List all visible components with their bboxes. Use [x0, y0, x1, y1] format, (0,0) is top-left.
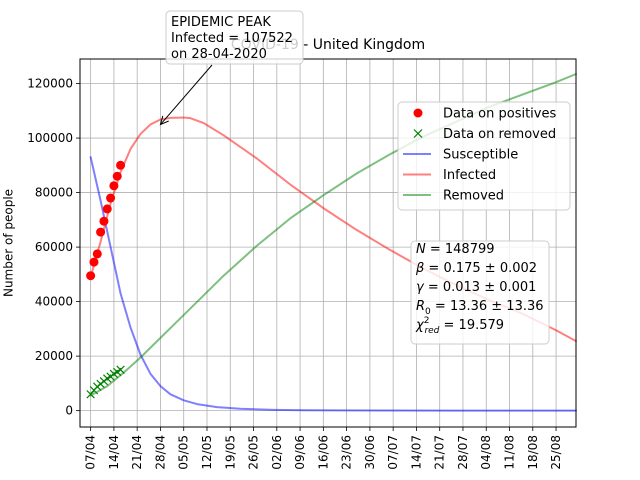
x-tick-label: 30/06	[363, 435, 377, 470]
point-data-on-positives	[86, 271, 96, 281]
x-tick-label: 23/06	[340, 435, 354, 470]
legend-swatch-data-on-positives	[413, 108, 423, 118]
annotation-line: Infected = 107522	[171, 31, 293, 46]
legend-label-data-on-positives: Data on positives	[443, 107, 556, 122]
y-tick-label: 60000	[35, 240, 73, 254]
legend-x-stroke	[413, 129, 423, 138]
y-axis-title: Number of people	[2, 189, 16, 297]
x-tick-label: 09/06	[293, 435, 307, 470]
point-data-on-positives	[96, 227, 106, 237]
parameter-line: β = 0.175 ± 0.002	[415, 261, 537, 276]
x-tick-label: 12/05	[200, 435, 214, 470]
x-tick-label: 02/06	[270, 435, 284, 470]
legend-label-data-on-removed: Data on removed	[443, 127, 556, 142]
x-tick-label: 28/07	[456, 435, 470, 470]
axes-frame	[79, 58, 577, 428]
annotation-line: EPIDEMIC PEAK	[171, 15, 271, 30]
parameter-line: R0 = 13.36 ± 13.36	[416, 299, 544, 317]
y-tick-label: 20000	[35, 349, 73, 363]
x-tick-label: 14/07	[409, 435, 423, 470]
point-data-on-positives	[112, 171, 122, 181]
point-data-on-positives	[109, 181, 119, 191]
x-tick-label: 07/07	[386, 435, 400, 470]
point-data-on-positives	[102, 204, 112, 214]
x-tick-label: 28/04	[153, 435, 167, 470]
x-tick-label: 04/08	[479, 435, 493, 470]
legend-frame	[397, 101, 571, 211]
point-data-on-positives	[89, 257, 99, 267]
x-tick-label: 05/05	[177, 435, 191, 470]
parameter-line: χ2 red = 19.579	[415, 316, 504, 336]
y-tick-label: 120000	[27, 77, 73, 91]
parameters-box: N = 148799 β = 0.175 ± 0.002 γ = 0.013 ± 0…	[410, 240, 550, 345]
x-tick-label: 14/04	[107, 435, 121, 470]
point-data-on-positives	[116, 160, 126, 170]
point-stroke	[116, 365, 125, 374]
x-tick-label: 19/05	[223, 435, 237, 470]
legend: Data on positives Data on removed Suscepti…	[397, 101, 571, 211]
legend-label-removed: Removed	[443, 189, 504, 204]
y-tick-label: 0	[65, 404, 73, 418]
x-tick-label: 26/05	[247, 435, 261, 470]
legend-label-susceptible: Susceptible	[443, 148, 518, 163]
point-data-on-removed	[116, 365, 125, 374]
x-tick-label: 21/07	[433, 435, 447, 470]
y-tick-label: 100000	[27, 131, 73, 145]
point-data-on-positives	[106, 193, 116, 203]
x-tick-label: 21/04	[130, 435, 144, 470]
legend-label-infected: Infected	[443, 168, 496, 183]
x-tick-label: 07/04	[84, 435, 98, 470]
ticks: 07/04 14/04 21/04 28/04 05/05 12/05 19/05 26/05…	[27, 77, 563, 470]
y-tick-label: 40000	[35, 295, 73, 309]
point-data-on-positives	[92, 249, 102, 259]
parameter-line: N = 148799	[416, 242, 495, 257]
annotation-line: on 28-04-2020	[171, 47, 267, 62]
x-tick-label: 25/08	[549, 435, 563, 470]
point-data-on-positives	[99, 216, 109, 226]
series-line-susceptible	[89, 156, 577, 412]
x-tick-label: 11/08	[503, 435, 517, 470]
parameter-line: γ = 0.013 ± 0.001	[416, 280, 536, 295]
y-tick-label: 80000	[35, 186, 73, 200]
annotation-arrow	[160, 64, 213, 125]
parameters-frame	[410, 240, 550, 345]
legend-swatch-data-on-removed	[413, 129, 423, 138]
annotation-arrowhead	[159, 115, 169, 126]
x-tick-label: 18/08	[526, 435, 540, 470]
x-tick-label: 16/06	[316, 435, 330, 470]
annotation-box	[165, 10, 304, 65]
